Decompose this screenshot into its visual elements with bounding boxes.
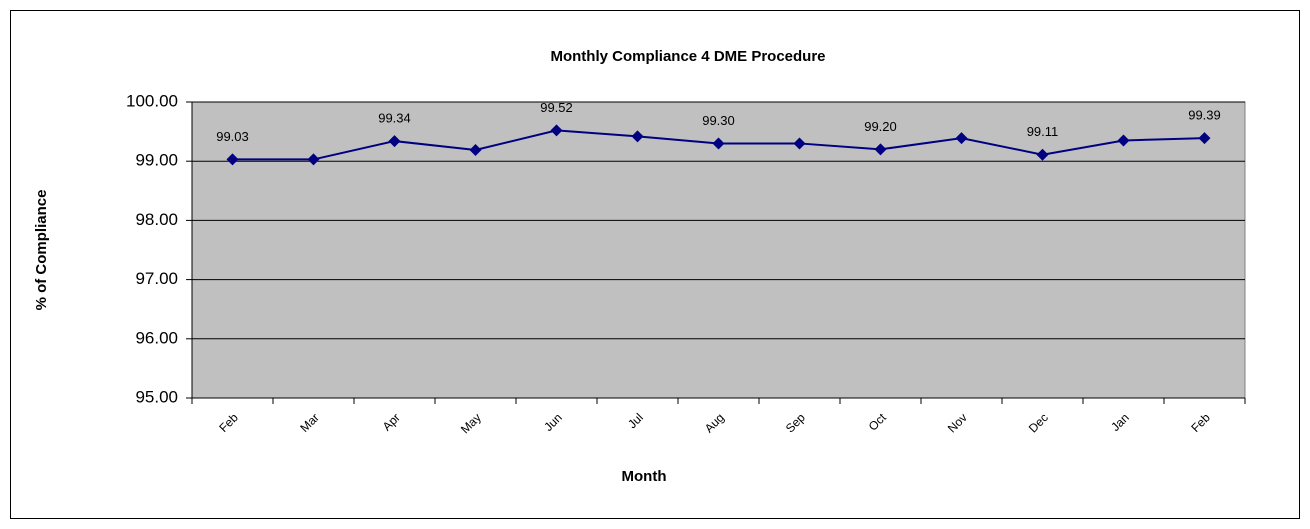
plot-area — [191, 101, 1246, 399]
data-point — [307, 153, 320, 166]
data-point — [226, 153, 239, 166]
data-label: 99.30 — [702, 113, 735, 128]
data-label: 99.39 — [1188, 108, 1221, 123]
data-point — [1036, 148, 1049, 161]
y-tick-label: 100.00 — [126, 91, 178, 110]
data-label: 99.11 — [1027, 124, 1059, 139]
chart-title: Monthly Compliance 4 DME Procedure — [550, 48, 825, 65]
data-label: 99.03 — [216, 129, 249, 144]
y-tick-label: 97.00 — [135, 269, 178, 288]
y-tick-label: 99.00 — [135, 151, 178, 170]
y-axis-label: % of Compliance — [33, 190, 50, 311]
data-point — [712, 137, 725, 150]
data-label: 99.52 — [540, 100, 573, 115]
y-tick-label: 95.00 — [135, 387, 178, 406]
data-point — [793, 137, 806, 150]
data-point — [874, 143, 887, 156]
data-label: 99.34 — [378, 111, 411, 126]
data-point — [469, 143, 482, 156]
x-axis-label: Month — [622, 468, 667, 485]
data-point — [955, 132, 968, 145]
data-point — [1198, 132, 1211, 145]
data-label: 99.20 — [864, 119, 897, 134]
y-tick-label: 96.00 — [135, 328, 178, 347]
data-point — [1117, 134, 1130, 147]
data-point — [550, 124, 563, 137]
data-point — [388, 135, 401, 148]
data-point — [631, 130, 644, 143]
y-tick-label: 98.00 — [135, 210, 178, 229]
